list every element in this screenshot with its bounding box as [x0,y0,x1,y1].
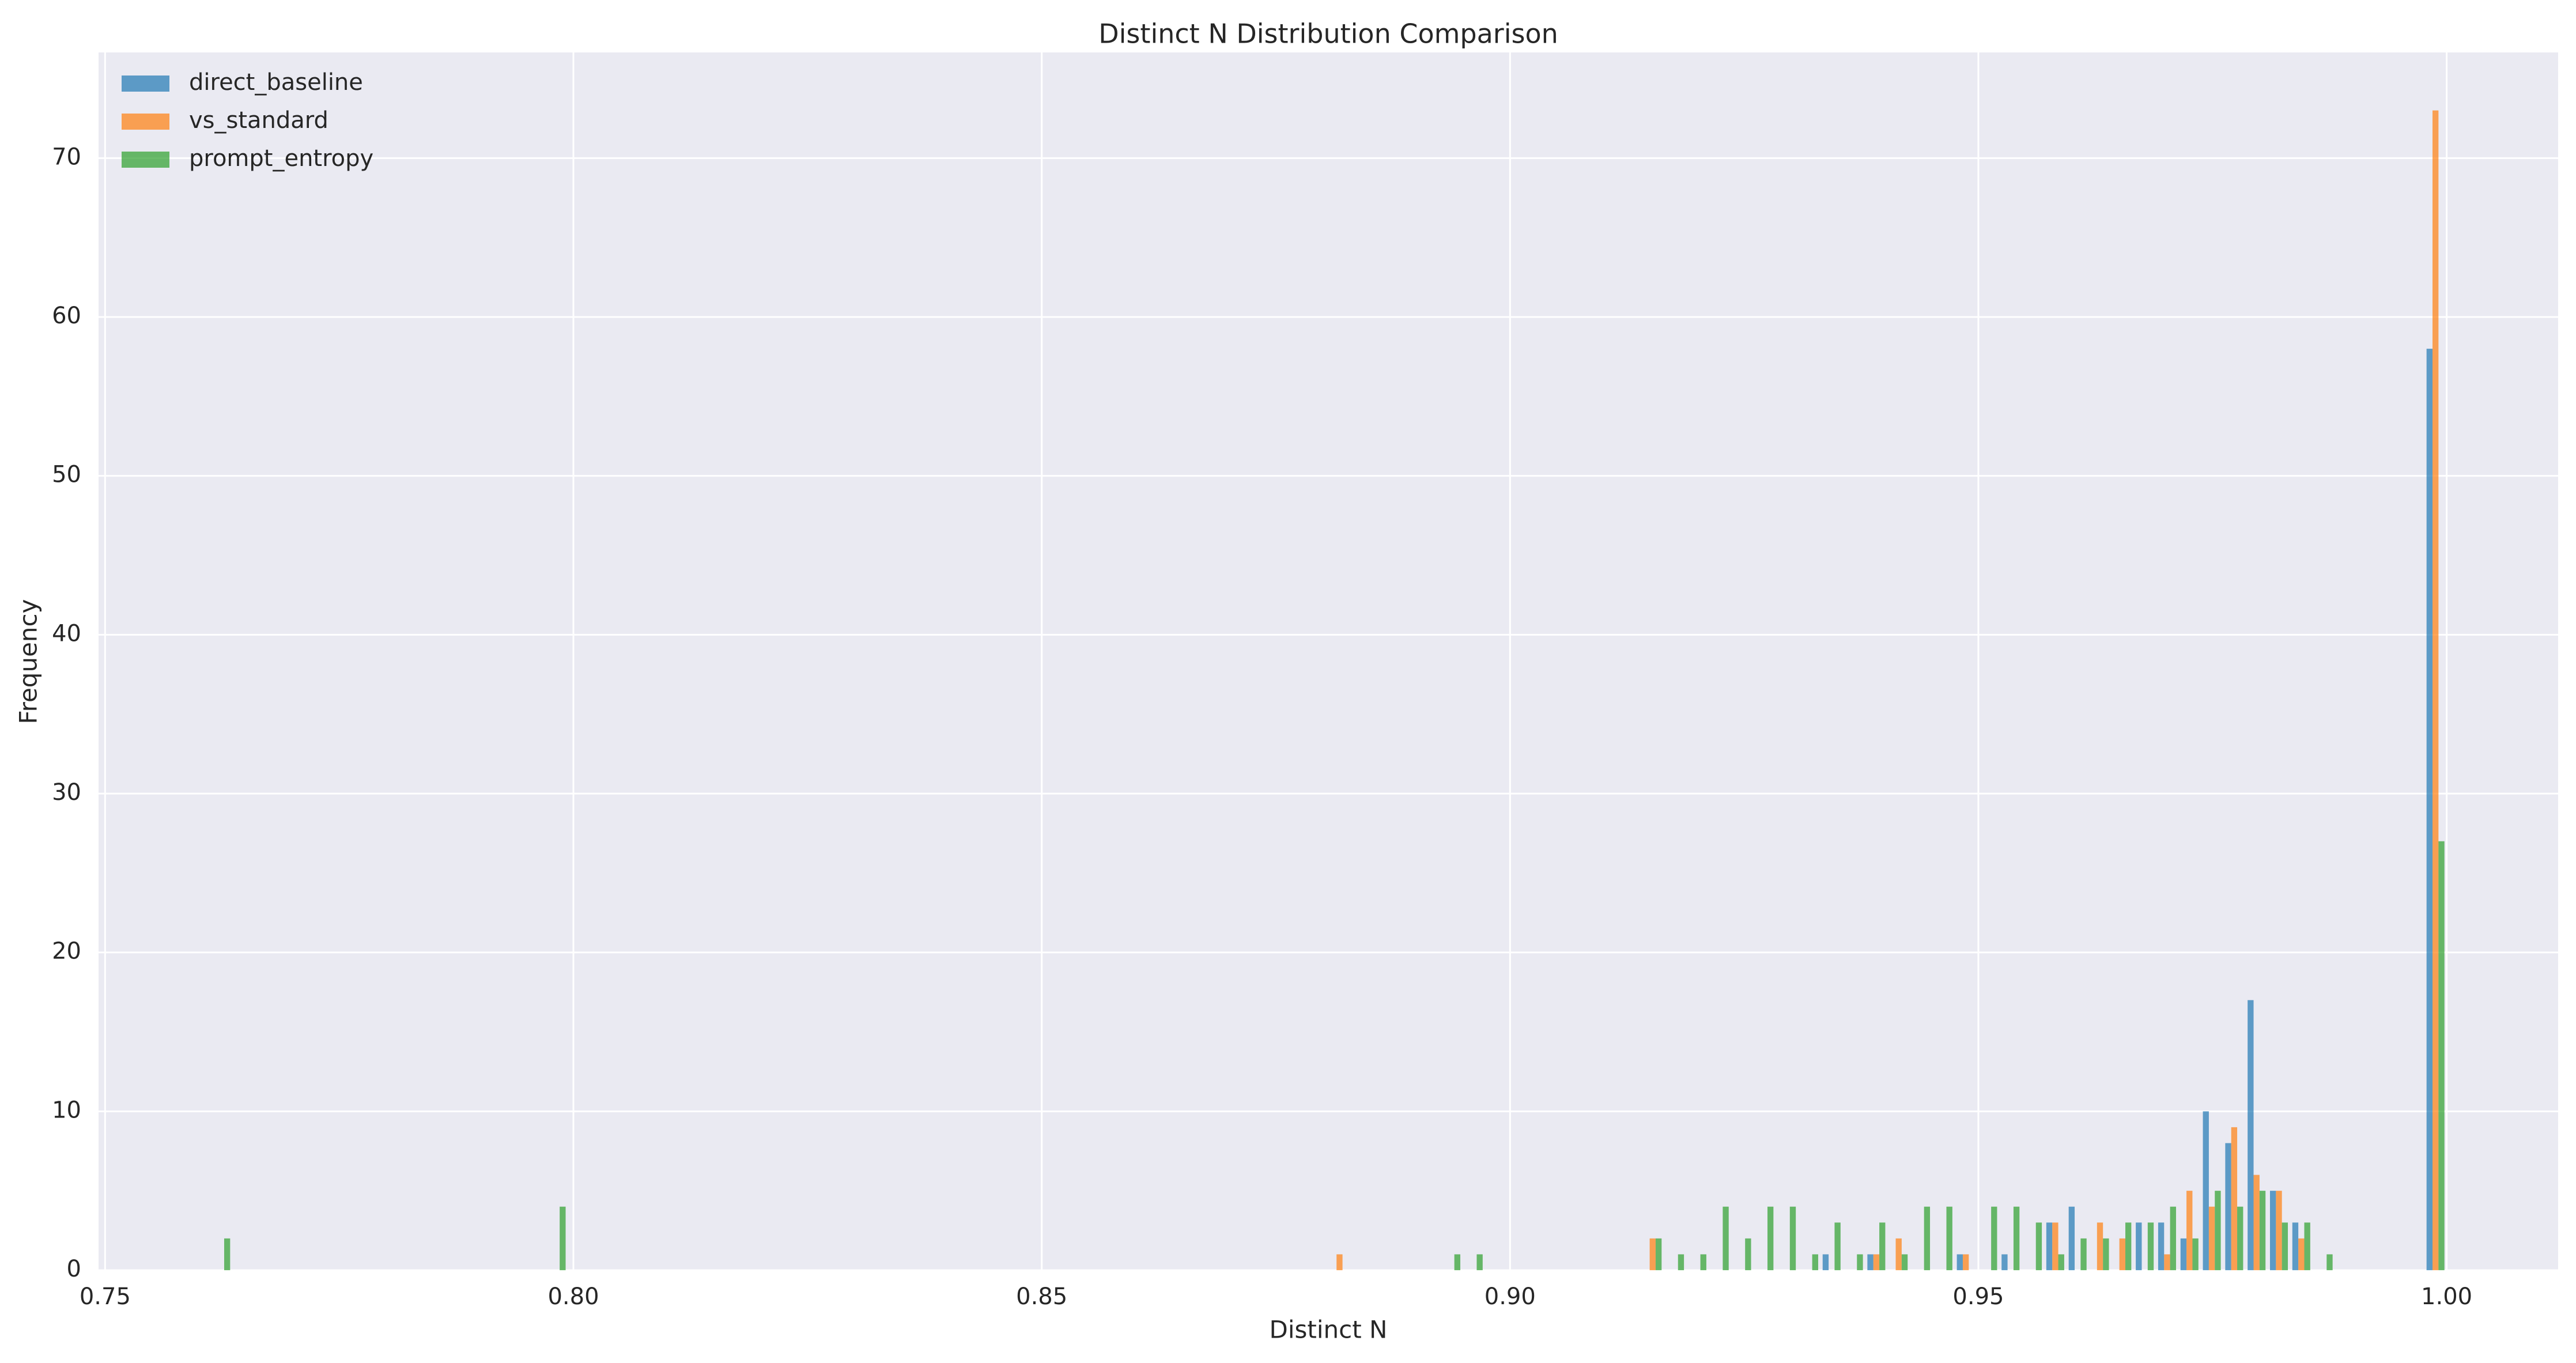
bar [1879,1222,1886,1270]
bar [2103,1238,2109,1270]
legend-swatch [122,114,169,130]
bar [1857,1254,1863,1270]
y-tick-label: 70 [52,144,81,170]
bar [1336,1254,1343,1270]
bar [2192,1238,2199,1270]
bar [2269,1191,2276,1270]
bar [1723,1206,1729,1270]
bar [2125,1222,2132,1270]
bar [2052,1222,2058,1270]
bar [224,1238,231,1270]
bar [1655,1238,1662,1270]
bar [2215,1191,2221,1270]
grid [99,52,2558,1271]
bar [1867,1254,1874,1270]
bar [2276,1191,2282,1270]
bar [1767,1206,1774,1270]
bar [2298,1238,2305,1270]
bar [1812,1254,1818,1270]
bar [2326,1254,2333,1270]
y-tick-label: 50 [52,462,81,488]
y-tick-label: 60 [52,303,81,329]
bar [2046,1222,2053,1270]
bar [1476,1254,1483,1270]
bar [2253,1175,2260,1270]
y-tick-label: 40 [52,620,81,647]
y-axis-label: Frequency [14,599,43,724]
bar [1822,1254,1829,1270]
bar [2080,1238,2087,1270]
bar [2248,1000,2254,1270]
bars [224,110,2445,1271]
bar [2292,1222,2299,1270]
legend-label: prompt_entropy [189,145,373,172]
bar [2136,1222,2142,1270]
plot-background [99,52,2558,1270]
bar [2203,1111,2209,1270]
bar [1745,1238,1751,1270]
y-tick-label: 20 [52,938,81,965]
bar [2231,1127,2238,1270]
bar [1789,1206,1796,1270]
bar [1454,1254,1460,1270]
bar [2119,1238,2125,1270]
bar [2438,841,2445,1270]
bar [2225,1143,2231,1270]
bar [1873,1254,1880,1270]
y-tick-label: 10 [52,1097,81,1123]
bar [2068,1206,2075,1270]
bar [560,1206,566,1270]
x-tick-label: 0.95 [1952,1283,2004,1310]
legend: direct_baseline vs_standard prompt_entropy [122,69,373,172]
bar [1924,1206,1931,1270]
bar [2164,1254,2170,1270]
bar [1834,1222,1841,1270]
x-tick-label: 0.80 [547,1283,599,1310]
bar [2147,1222,2154,1270]
y-tick-label: 0 [67,1256,81,1282]
x-tick-label: 0.75 [80,1283,131,1310]
bar [2259,1191,2266,1270]
chart-title: Distinct N Distribution Comparison [1098,18,1558,50]
bar [1991,1206,1997,1270]
bar [2237,1206,2243,1270]
axes: 0.75 0.80 0.85 0.90 0.95 1.00 0 10 20 30 40 50 60 70 [52,144,2472,1310]
bar [2180,1238,2187,1270]
bar [2013,1206,2020,1270]
bar [1962,1254,1969,1270]
legend-swatch [122,152,169,168]
bar [1678,1254,1684,1270]
bar [1956,1254,1963,1270]
x-axis-label: Distinct N [1270,1316,1388,1344]
bar [2426,349,2433,1270]
y-tick-label: 30 [52,779,81,806]
bar [1895,1238,1902,1270]
bar [2097,1222,2103,1270]
bar [2208,1206,2215,1270]
bar [1946,1206,1952,1270]
bar [2158,1222,2165,1270]
bar [1649,1238,1656,1270]
x-tick-label: 0.85 [1016,1283,1067,1310]
bar [2058,1254,2064,1270]
bar [1700,1254,1706,1270]
bar [2186,1191,2193,1270]
bar [2433,110,2439,1271]
bar [2001,1254,2008,1270]
legend-swatch [122,75,169,92]
bar [2035,1222,2042,1270]
bar [2282,1222,2288,1270]
legend-label: vs_standard [189,107,328,134]
legend-label: direct_baseline [189,69,363,96]
bar [2304,1222,2310,1270]
bar [2170,1206,2176,1270]
bar [1901,1254,1908,1270]
x-tick-label: 1.00 [2421,1283,2472,1310]
x-tick-label: 0.90 [1485,1283,1536,1310]
